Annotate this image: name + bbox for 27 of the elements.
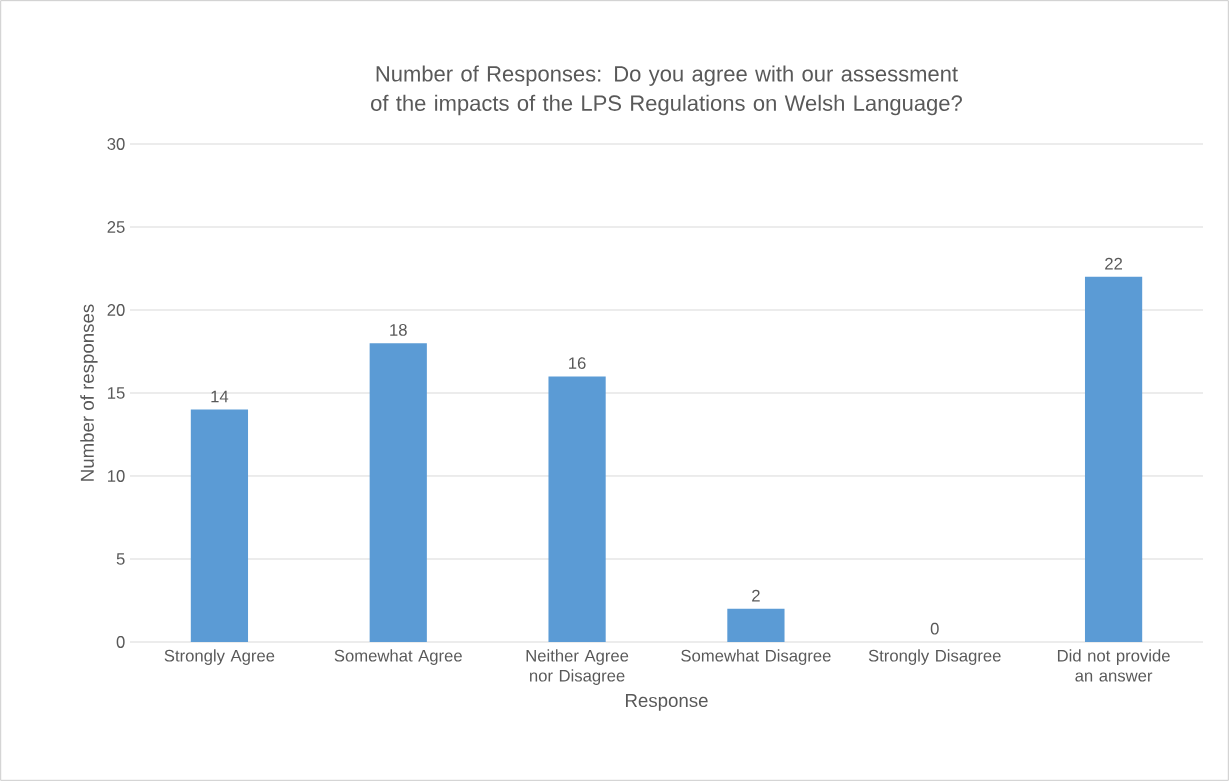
y-axis-title: Number of responses <box>80 304 98 481</box>
x-tick-label: Did not provide an answer <box>1057 649 1170 682</box>
x-tick-label: Somewhat Agree <box>334 649 462 665</box>
bar <box>369 343 427 642</box>
y-tick-label: 10 <box>108 470 125 482</box>
data-label: 16 <box>569 357 586 370</box>
bar <box>1084 276 1143 642</box>
x-tick-label: Neither Agree nor Disagree <box>526 649 629 685</box>
data-label: 0 <box>930 622 939 635</box>
bar <box>727 608 785 642</box>
chart-title: Number of Responses: Do you agree with our assessment of the impacts of the LPS Regulations on Welsh Language? <box>371 65 962 116</box>
y-tick-label: 30 <box>107 138 125 150</box>
y-tick-label: 25 <box>107 221 125 233</box>
x-tick-label: Strongly Disagree <box>868 649 1001 665</box>
x-tick-label: Strongly Agree <box>164 649 275 665</box>
x-axis-title: Response <box>626 694 708 711</box>
data-label: 18 <box>390 324 407 336</box>
data-label: 2 <box>752 589 760 602</box>
y-tick-label: 15 <box>108 387 125 399</box>
y-tick-label: 5 <box>116 553 125 565</box>
data-label: 14 <box>211 390 229 403</box>
bar <box>190 409 249 642</box>
y-tick-label: 20 <box>107 304 125 316</box>
y-tick-label: 0 <box>116 636 125 648</box>
data-label: 22 <box>1105 257 1123 270</box>
x-tick-label: Somewhat Disagree <box>681 649 831 665</box>
bar <box>548 376 606 642</box>
